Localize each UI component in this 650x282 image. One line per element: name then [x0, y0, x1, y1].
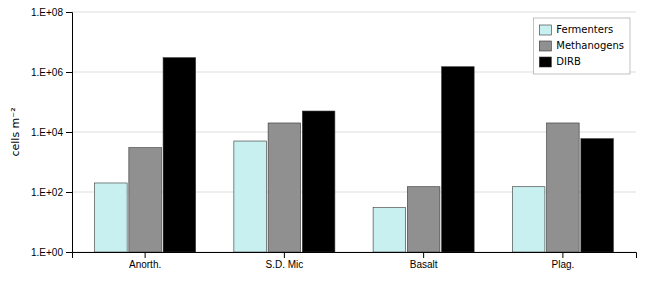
bars: [95, 58, 614, 252]
tick-mark: [66, 192, 72, 193]
tick: Plag.: [551, 252, 574, 270]
tick-mark: [145, 252, 146, 258]
tick-label: 1.E+02: [31, 187, 63, 198]
legend-swatch: [539, 25, 551, 35]
tick-mark: [66, 72, 72, 73]
bar: [129, 148, 162, 252]
y-axis-title: cells m⁻²: [9, 107, 22, 156]
bar: [373, 208, 406, 252]
y-axis: 1.E+00 1.E+02 1.E+04 1.E+06 1.E+08: [31, 7, 72, 258]
tick-mark: [562, 252, 563, 258]
tick-label: Plag.: [551, 259, 574, 270]
legend-box: [533, 18, 630, 74]
tick-label: 1.E+08: [31, 7, 63, 18]
plot: 1.E+00 1.E+02 1.E+04 1.E+06 1.E+08 Anorth. S.D…: [31, 7, 636, 270]
bar-series: [129, 123, 579, 252]
tick-label: Anorth.: [129, 259, 161, 270]
axis-line: [66, 13, 73, 253]
tick: 1.E+08: [31, 7, 72, 18]
grid-line: [72, 12, 636, 13]
tick-mark: [423, 252, 424, 258]
legend-label: DIRB: [556, 56, 581, 67]
tick-label: S.D. Mic: [265, 259, 303, 270]
tick-label: Basalt: [410, 259, 438, 270]
tick: S.D. Mic: [265, 252, 303, 270]
legend-item: DIRB: [539, 56, 581, 67]
bar: [512, 187, 545, 252]
legend-swatch: [539, 57, 551, 67]
legend-swatch: [539, 41, 551, 51]
tick: 1.E+04: [31, 127, 72, 138]
axis-line: [73, 253, 637, 259]
bar: [442, 67, 475, 252]
bar: [547, 123, 580, 252]
legend-label: Fermenters: [556, 24, 613, 35]
legend: Fermenters Methanogens DIRB: [533, 18, 630, 74]
tick-mark: [66, 12, 72, 13]
legend-label: Methanogens: [556, 40, 624, 51]
bar: [581, 139, 614, 252]
tick-label: 1.E+00: [31, 247, 63, 258]
chart: 1.E+00 1.E+02 1.E+04 1.E+06 1.E+08 Anorth. S.D…: [0, 0, 650, 282]
tick-mark: [66, 252, 72, 253]
grid: [72, 12, 636, 252]
tick: 1.E+00: [31, 247, 72, 258]
tick-mark: [66, 132, 72, 133]
bar: [163, 58, 196, 252]
tick-label: 1.E+04: [31, 127, 63, 138]
bar-series: [163, 58, 613, 252]
tick: 1.E+06: [31, 67, 72, 78]
tick-mark: [284, 252, 285, 258]
legend-item: Fermenters: [539, 24, 613, 35]
bar: [268, 123, 301, 252]
legend-item: Methanogens: [539, 40, 624, 51]
tick: 1.E+02: [31, 187, 72, 198]
tick-label: 1.E+06: [31, 67, 63, 78]
tick: Anorth.: [129, 252, 161, 270]
bar: [407, 187, 440, 252]
bar: [234, 141, 267, 252]
bar: [95, 183, 128, 252]
x-axis: Anorth. S.D. Mic Basalt Plag.: [73, 252, 637, 270]
tick: Basalt: [410, 252, 438, 270]
bar: [302, 111, 335, 252]
